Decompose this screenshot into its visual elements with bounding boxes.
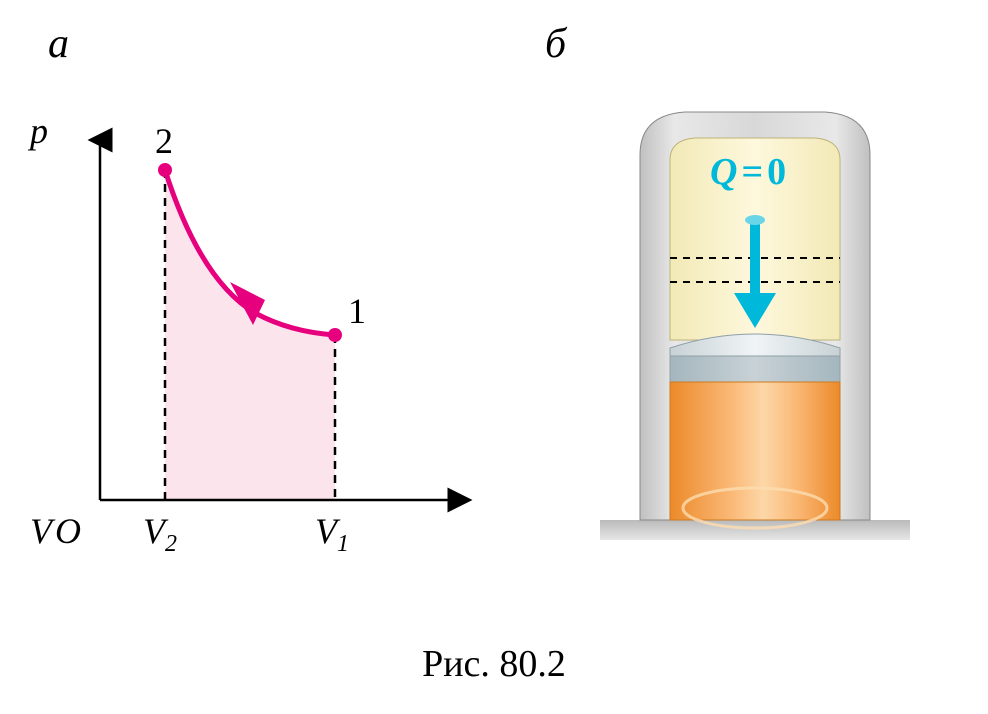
point-1: [328, 328, 342, 342]
v1-tick-label: V1: [315, 510, 349, 558]
point-2-label: 2: [155, 120, 173, 162]
pv-graph-svg: [30, 110, 500, 570]
v2-tick-label: V2: [143, 510, 177, 558]
piston-diagram: Q=0: [600, 100, 910, 540]
y-axis-label: p: [30, 110, 48, 152]
ground: [600, 520, 910, 540]
pv-graph: p V O V2 V1 2 1: [30, 110, 500, 570]
point-2: [158, 163, 172, 177]
piston-body: [670, 356, 840, 382]
figure-caption: Рис. 80.2: [422, 642, 566, 686]
point-1-label: 1: [348, 290, 366, 332]
origin-label: O: [55, 510, 81, 552]
x-axis-label: V: [30, 510, 52, 552]
panel-b-label: б: [545, 20, 566, 68]
panel-a-label: а: [48, 20, 69, 68]
shaded-area: [165, 170, 335, 500]
q-zero-label: Q=0: [710, 150, 786, 194]
gas-lower: [670, 382, 840, 520]
